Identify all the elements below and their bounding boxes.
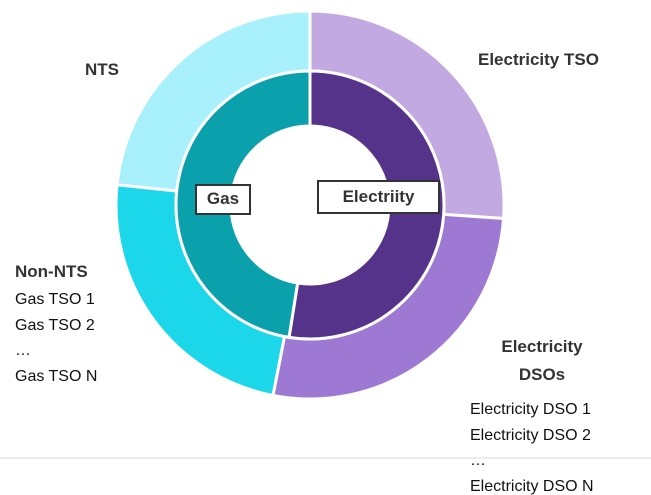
outer-label: NTS [85,60,119,79]
inner-segment [174,69,312,340]
list-item: … [470,452,486,469]
list-item: Electricity DSO 2 [470,426,591,444]
list-item: Electricity DSO N [470,477,594,495]
inner-label: Electriity [317,180,440,214]
list-item: Gas TSO 2 [15,316,95,334]
outer-label: Non-NTS [15,262,88,281]
list-item: … [15,342,31,359]
list-item: Gas TSO N [15,367,98,385]
inner-segment [287,69,446,341]
list-item: Gas TSO 1 [15,291,95,308]
outer-label: Electricity TSO [478,50,599,69]
list-item: Electricity DSO 1 [470,401,591,418]
outer-label: Electricity DSOs [501,337,583,384]
inner-label: Gas [195,184,251,215]
